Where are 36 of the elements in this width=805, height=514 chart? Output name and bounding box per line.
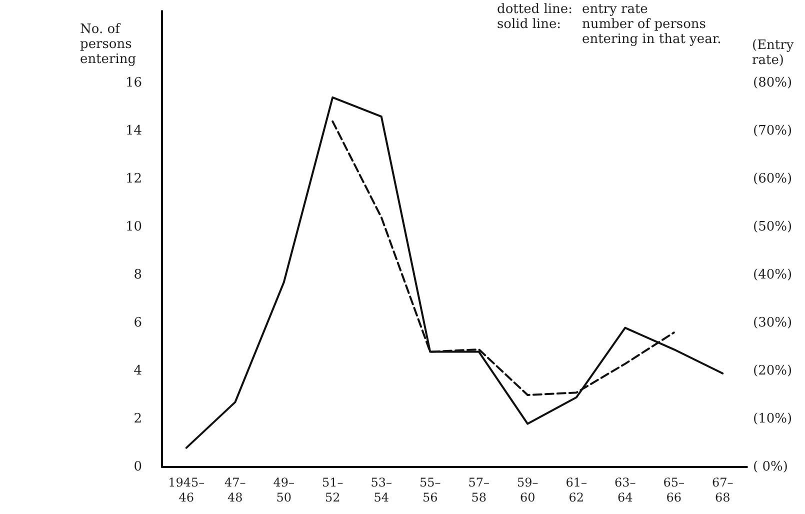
y-tick-label: 2 [134, 412, 142, 426]
y-tick-label: 10 [125, 220, 142, 234]
y-tick-label: 8 [134, 268, 142, 282]
line-series [185, 96, 724, 449]
line-series [332, 120, 675, 396]
y2-tick-label: (30%) [753, 316, 792, 330]
y-tick-label: 6 [134, 316, 142, 330]
y2-tick-label: (40%) [753, 268, 792, 282]
y-tick-label: 14 [125, 124, 142, 138]
y-tick-label: 0 [134, 460, 142, 474]
y2-tick-label: ( 0%) [753, 460, 788, 474]
x-tick-label: 57–58 [468, 476, 490, 504]
annotation: dotted line: entry rate [497, 2, 648, 17]
x-tick-label: 59–60 [516, 476, 538, 504]
x-tick-label: 65–66 [663, 476, 685, 504]
x-tick-label: 1945–46 [168, 476, 205, 504]
x-tick-label: 53–54 [370, 476, 392, 504]
x-tick-label: 47–48 [224, 476, 246, 504]
y-tick-label: 16 [125, 76, 142, 90]
y2-tick-label: (70%) [753, 124, 792, 138]
x-tick-label: 61–62 [566, 476, 588, 504]
y2-tick-label: (60%) [753, 172, 792, 186]
x-tick-label: 67–68 [712, 476, 734, 504]
x-tick-label: 51–52 [322, 476, 344, 504]
y-axis-title: No. of persons entering [80, 22, 136, 67]
y-tick-label: 4 [134, 364, 142, 378]
x-tick-label: 63–64 [614, 476, 636, 504]
y2-tick-label: (80%) [753, 76, 792, 90]
y2-tick-label: (10%) [753, 412, 792, 426]
y2-tick-label: (50%) [753, 220, 792, 234]
x-tick-label: 49–50 [273, 476, 295, 504]
x-tick-label: 55–56 [419, 476, 441, 504]
y-tick-label: 12 [125, 172, 142, 186]
y2-tick-label: (20%) [753, 364, 792, 378]
text: solid line: number of persons entering in that year. [497, 17, 722, 47]
y2-axis-title: (Entry rate) [752, 38, 794, 68]
